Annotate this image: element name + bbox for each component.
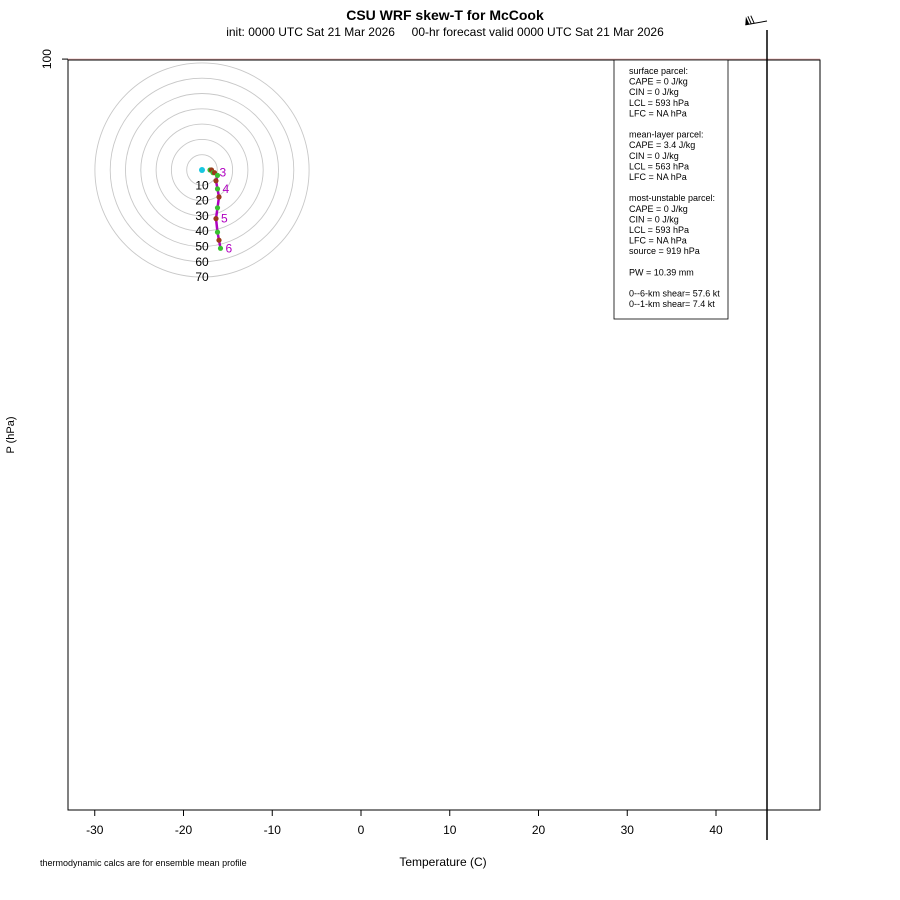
isotherm-line <box>0 0 186 59</box>
hodograph-point <box>213 216 219 222</box>
info-box-line: CAPE = 0 J/kg <box>629 77 688 87</box>
hodograph-ring <box>186 154 218 186</box>
hodograph-point <box>213 178 219 184</box>
hodograph-origin <box>199 167 205 173</box>
t-tick-label: 40 <box>709 823 723 837</box>
hodograph-ring <box>109 77 295 263</box>
hodograph-ring-label: 20 <box>195 194 209 208</box>
info-box-line: LCL = 593 hPa <box>629 98 689 108</box>
isobars <box>68 58 820 60</box>
wind-barb <box>745 15 768 26</box>
hodograph-ring <box>155 123 249 217</box>
info-box-line: LCL = 563 hPa <box>629 161 689 171</box>
hodograph-ring-label: 10 <box>195 178 209 192</box>
hodograph-ring-label: 40 <box>195 224 209 238</box>
dry-adiabat <box>0 0 199 59</box>
hodograph-point <box>217 245 224 251</box>
footnote: thermodynamic calcs are for ensemble mea… <box>40 858 247 868</box>
hodograph-ring-label: 50 <box>195 240 209 254</box>
chart-subtitle: init: 0000 UTC Sat 21 Mar 2026 00-hr for… <box>226 25 664 39</box>
hodograph-point <box>214 186 221 192</box>
info-box-line: surface parcel: <box>629 66 688 76</box>
hodograph-ring <box>94 62 310 278</box>
hodograph-ring <box>140 108 264 232</box>
info-box-line: most-unstable parcel: <box>629 193 715 203</box>
hodograph-point-label: 4 <box>223 182 230 196</box>
y-axis-label: P (hPa) <box>5 416 17 453</box>
info-box-line: LCL = 593 hPa <box>629 225 689 235</box>
hodograph-point-label: 3 <box>220 166 227 180</box>
hodograph-point-label: 5 <box>221 212 228 226</box>
p-tick-label: 100 <box>40 49 54 69</box>
info-box-line: mean-layer parcel: <box>629 130 704 140</box>
wind-barbs <box>745 15 768 840</box>
info-box-line: 0--6-km shear= 57.6 kt <box>629 289 720 299</box>
hodograph-point-label: 6 <box>226 241 233 255</box>
info-box-line: source = 919 hPa <box>629 246 700 256</box>
dry-adiabat <box>0 0 19 59</box>
t-tick-label: 30 <box>621 823 635 837</box>
t-tick-label: 10 <box>443 823 457 837</box>
plot-frame <box>67 59 821 811</box>
t-tick-label: -30 <box>86 823 104 837</box>
hodograph-point <box>214 205 221 211</box>
info-box-line: CIN = 0 J/kg <box>629 214 679 224</box>
info-box-line: CAPE = 0 J/kg <box>629 204 688 214</box>
info-box-line: CIN = 0 J/kg <box>629 151 679 161</box>
isotherm-line <box>0 0 8 59</box>
info-box-line: LFC = NA hPa <box>629 172 687 182</box>
info-box-line: 0--1-km shear= 7.4 kt <box>629 299 715 309</box>
t-tick-label: -10 <box>264 823 282 837</box>
hodograph-ring <box>170 138 234 202</box>
info-box-line: PW = 10.39 mm <box>629 267 694 277</box>
dry-adiabat <box>0 0 109 59</box>
axis-labels: 1235812201001502002503004005007008501000… <box>40 49 821 837</box>
hodograph-ring-label: 60 <box>195 255 209 269</box>
hodograph-ring-label: 70 <box>195 270 209 284</box>
hodograph-ring <box>125 93 279 247</box>
t-tick-label: 0 <box>358 823 365 837</box>
info-box-line: LFC = NA hPa <box>629 236 687 246</box>
x-axis-label: Temperature (C) <box>399 855 486 869</box>
t-tick-label: -20 <box>175 823 193 837</box>
hodograph-point <box>216 237 222 243</box>
hodograph-point <box>216 194 222 200</box>
hodograph-point <box>214 229 221 235</box>
t-tick-label: 20 <box>532 823 546 837</box>
info-box-line: LFC = NA hPa <box>629 108 687 118</box>
chart-title: CSU WRF skew-T for McCook <box>346 7 544 23</box>
hodograph-ring-label: 30 <box>195 209 209 223</box>
info-box-frame <box>613 59 729 320</box>
info-box-line: CAPE = 3.4 J/kg <box>629 140 695 150</box>
info-box-line: CIN = 0 J/kg <box>629 87 679 97</box>
hodograph-point <box>214 172 221 178</box>
